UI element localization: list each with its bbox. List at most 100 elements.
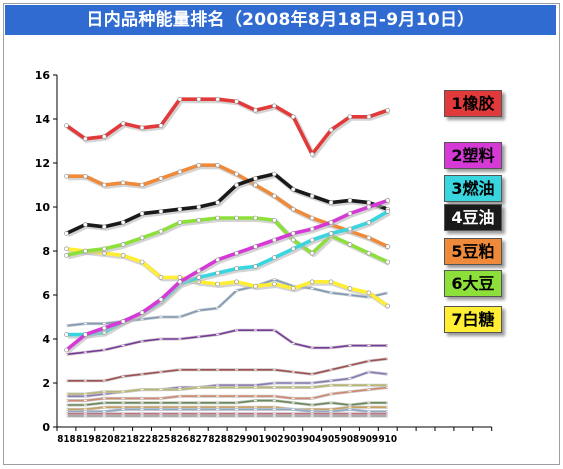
x-tick-label: 904 [303, 434, 322, 445]
x-tick-label: 825 [152, 434, 171, 445]
series-point [196, 217, 202, 223]
x-tick-label: 818 [57, 434, 76, 445]
series-point [385, 198, 391, 203]
series-point [366, 114, 372, 120]
series-point [347, 198, 353, 203]
series-point [83, 248, 88, 254]
x-tick-label: 908 [341, 434, 360, 445]
series-point [290, 231, 296, 236]
series-point [215, 200, 220, 205]
minor-series-line [66, 386, 388, 402]
series-point [101, 224, 107, 230]
series-point [234, 99, 239, 104]
series-point [64, 231, 69, 236]
series-point [83, 173, 88, 179]
series-point [177, 279, 183, 285]
series-point [253, 215, 258, 221]
legend-item: 1橡胶 [444, 90, 502, 117]
x-tick-label: 902 [265, 434, 284, 445]
x-tick-label: 827 [190, 434, 209, 445]
series-shadow [68, 164, 391, 251]
series-point [234, 279, 239, 285]
chart-title: 日内品种能量排名（2008年8月18日-9月10日） [5, 5, 556, 35]
x-tick-label: 820 [95, 434, 114, 445]
x-tick-label: 903 [284, 434, 303, 445]
series-point [347, 114, 353, 120]
series-point [366, 290, 372, 296]
series-point [309, 193, 315, 199]
series-point [101, 246, 107, 252]
legend-item: 6大豆 [444, 270, 502, 297]
series-point [366, 220, 372, 225]
series-point [234, 182, 239, 188]
series-point [101, 134, 107, 139]
series-point [328, 231, 334, 236]
series-point [272, 171, 277, 177]
series-point [366, 235, 372, 241]
series-point [120, 220, 126, 225]
series-point [158, 209, 164, 214]
series-point [290, 206, 296, 212]
y-tick-label: 16 [35, 69, 51, 82]
minor-series-line [66, 358, 388, 382]
series-point [139, 310, 145, 315]
series-point [234, 171, 239, 177]
series-line [65, 97, 389, 156]
series-point [347, 226, 353, 232]
x-tick-label: 828 [208, 434, 227, 445]
series-point [139, 125, 145, 131]
series-point [385, 107, 391, 113]
x-tick-label: 826 [171, 434, 190, 445]
series-point [234, 215, 239, 221]
series-point [64, 253, 69, 258]
series-point [196, 204, 202, 210]
series-point [158, 228, 164, 234]
series-point [196, 162, 202, 168]
series-point [120, 121, 126, 126]
y-tick-label: 14 [35, 113, 51, 126]
legend-item: 5豆粕 [444, 238, 502, 265]
series-point [253, 176, 258, 181]
series-point [385, 259, 391, 265]
x-tick-label: 901 [246, 434, 265, 445]
series-point [385, 209, 391, 214]
series-point [177, 206, 183, 212]
series-point [290, 246, 296, 252]
series-point [385, 303, 391, 309]
legend-item: 3燃油 [444, 175, 502, 202]
series-point [83, 332, 88, 337]
series-point [64, 246, 69, 252]
series-point [253, 244, 258, 249]
series-point [272, 237, 277, 243]
series-point [272, 217, 277, 223]
minor-series-line [66, 329, 388, 356]
series-point [120, 319, 126, 324]
series-point [272, 281, 277, 287]
series-point [328, 279, 334, 285]
series-point [158, 123, 164, 128]
series-point [120, 242, 126, 247]
series-point [215, 215, 220, 221]
series-point [139, 211, 145, 216]
series-point [366, 200, 372, 205]
series-point [139, 259, 145, 265]
series-point [101, 182, 107, 188]
series-point [385, 244, 391, 249]
series-point [215, 96, 220, 102]
minor-series-line [66, 408, 388, 413]
series-point [215, 257, 220, 263]
series-point [272, 103, 277, 109]
series-point [290, 237, 296, 243]
series-point [177, 275, 183, 280]
series-point [215, 162, 220, 168]
series-point [158, 275, 164, 280]
series-point [309, 215, 315, 221]
minor-series-shadow [66, 328, 388, 356]
y-tick-label: 4 [42, 333, 50, 346]
series-point [328, 200, 334, 205]
series-point [83, 222, 88, 227]
series-point [272, 255, 277, 260]
legend-item: 2塑料 [444, 142, 502, 169]
series-point [366, 204, 372, 210]
series-point [290, 286, 296, 291]
